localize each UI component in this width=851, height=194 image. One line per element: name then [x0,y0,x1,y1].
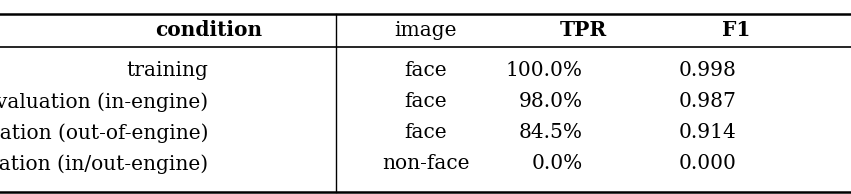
Text: evaluation (in/out-engine): evaluation (in/out-engine) [0,154,208,174]
Text: evaluation (in-engine): evaluation (in-engine) [0,92,208,112]
Text: 0.998: 0.998 [678,61,736,80]
Text: face: face [404,123,447,142]
Text: TPR: TPR [559,20,607,40]
Text: evaluation (out-of-engine): evaluation (out-of-engine) [0,123,208,143]
Text: 0.914: 0.914 [678,123,736,142]
Text: F1: F1 [722,20,751,40]
Text: 100.0%: 100.0% [506,61,583,80]
Text: face: face [404,61,447,80]
Text: condition: condition [155,20,262,40]
Text: non-face: non-face [382,154,469,173]
Text: training: training [127,61,208,80]
Text: 0.0%: 0.0% [532,154,583,173]
Text: image: image [394,21,457,40]
Text: 0.000: 0.000 [678,154,736,173]
Text: 0.987: 0.987 [678,92,736,111]
Text: 98.0%: 98.0% [519,92,583,111]
Text: face: face [404,92,447,111]
Text: 84.5%: 84.5% [519,123,583,142]
